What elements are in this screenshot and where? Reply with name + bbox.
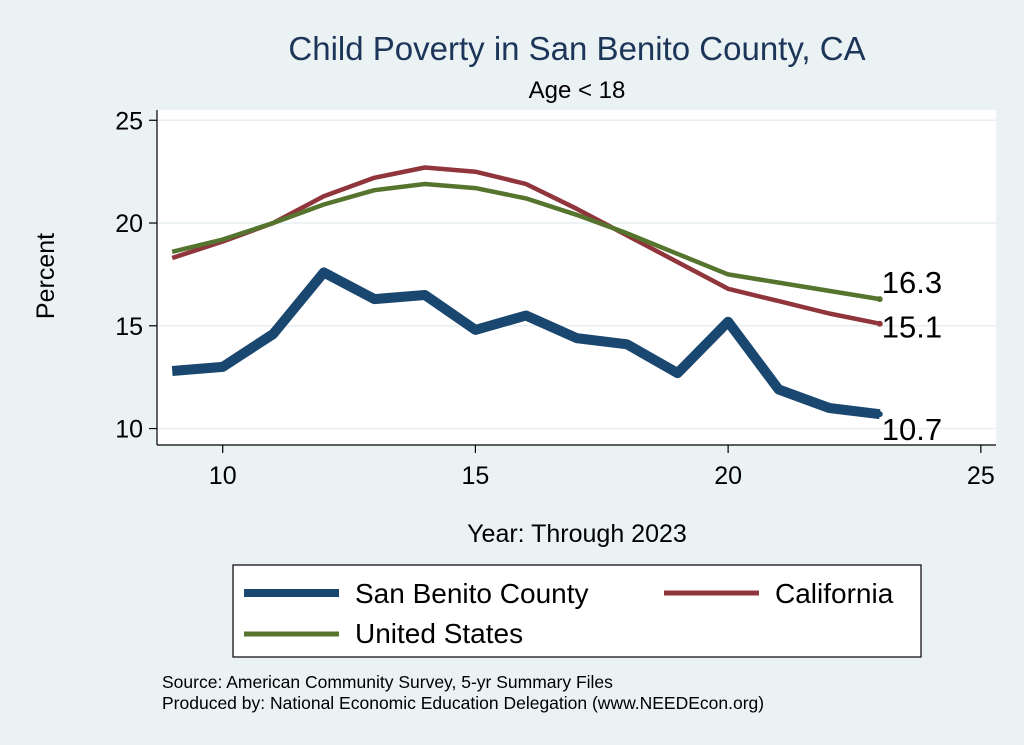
end-point-san-benito-county	[876, 411, 883, 418]
series-line-united-states	[171, 181, 881, 302]
y-axis-label: Percent	[32, 233, 60, 319]
x-tick-label-20: 20	[714, 462, 742, 490]
end-label-california: 15.1	[882, 310, 942, 345]
legend-label-san-benito-county: San Benito County	[355, 578, 589, 609]
plot-area: 10 15 20 25 10 15 20 25 10.7 15.1 16.3	[115, 107, 996, 490]
y-tick-label-25: 25	[115, 107, 143, 135]
x-tick-label-15: 15	[462, 462, 490, 490]
x-axis-label: Year: Through 2023	[467, 520, 687, 548]
series-line-san-benito-county	[171, 267, 881, 420]
end-point-california	[876, 320, 883, 327]
end-point-united-states	[876, 296, 883, 303]
end-label-san-benito-county: 10.7	[882, 412, 942, 447]
plot-background	[157, 110, 996, 445]
legend-label-california: California	[775, 578, 894, 609]
legend: San Benito County California United Stat…	[232, 564, 922, 658]
y-tick-label-20: 20	[115, 210, 143, 238]
x-tick-label-25: 25	[967, 462, 995, 490]
legend-label-united-states: United States	[355, 618, 523, 649]
producer-note: Produced by: National Economic Education…	[162, 693, 764, 713]
y-tick-label-15: 15	[115, 313, 143, 341]
x-tick-label-10: 10	[209, 462, 237, 490]
chart-subtitle: Age < 18	[529, 77, 626, 104]
source-note: Source: American Community Survey, 5-yr …	[162, 672, 613, 692]
y-tick-label-10: 10	[115, 416, 143, 444]
series-line-california	[171, 165, 881, 326]
end-label-united-states: 16.3	[882, 265, 942, 300]
legend-box	[232, 564, 922, 658]
chart-title: Child Poverty in San Benito County, CA	[288, 30, 865, 67]
